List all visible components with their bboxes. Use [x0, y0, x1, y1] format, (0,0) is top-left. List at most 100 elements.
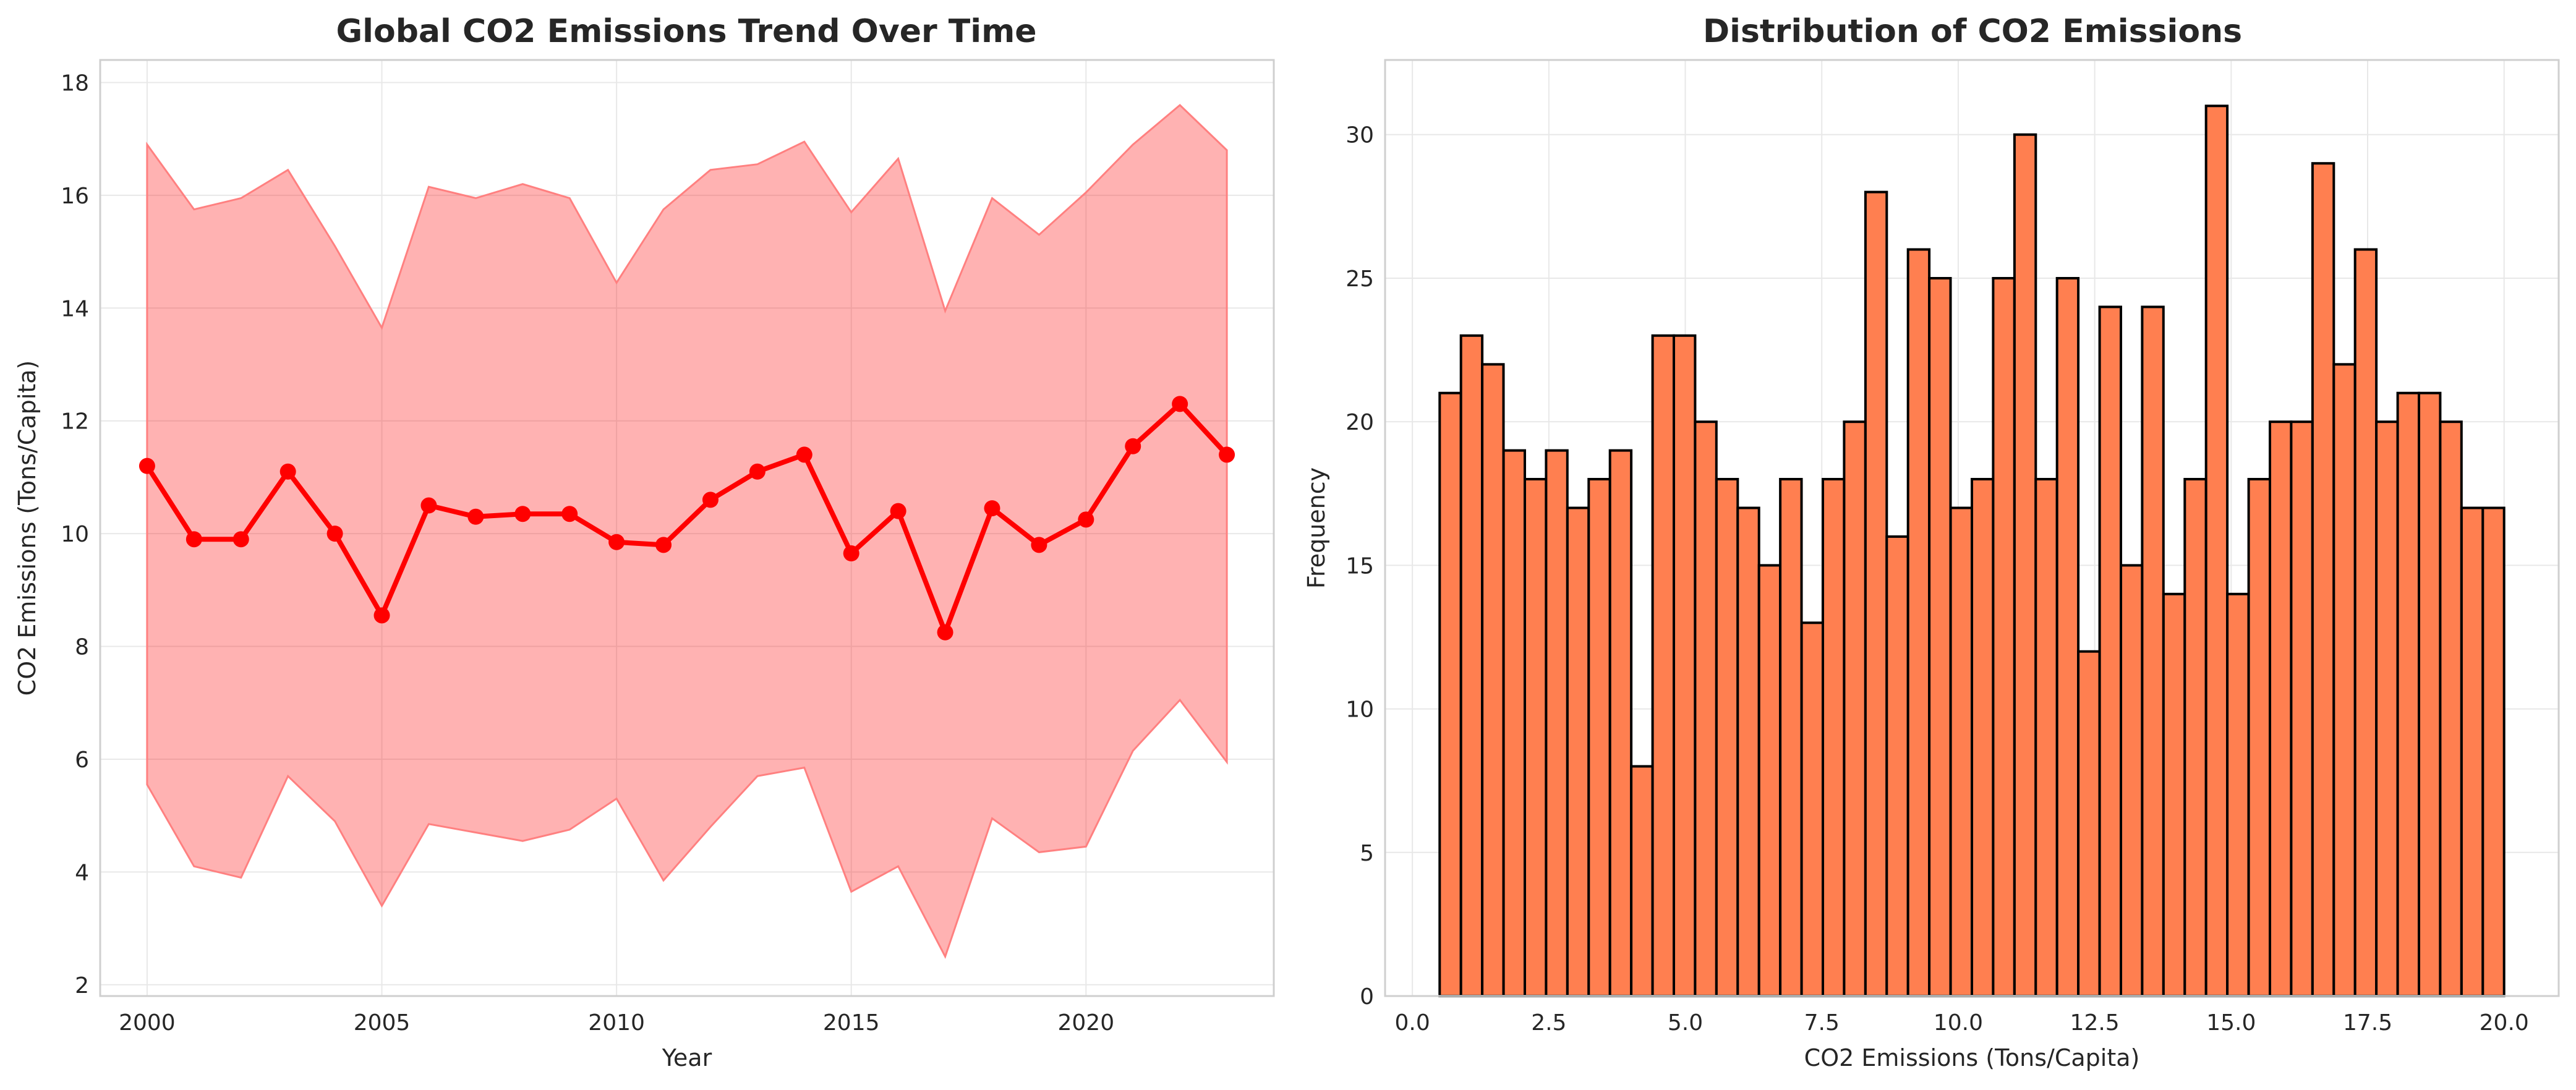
line-data-point — [1172, 396, 1188, 412]
histogram-bar — [2141, 305, 2165, 997]
line-data-point — [232, 531, 249, 548]
line-data-point — [1125, 438, 1141, 454]
histogram-bar — [1673, 334, 1697, 997]
line-data-point — [467, 508, 484, 525]
histogram-bar — [2375, 420, 2399, 997]
histogram-bar — [1715, 478, 1739, 997]
line-data-point — [561, 506, 578, 522]
histogram-bar — [1545, 449, 1569, 997]
histogram-title: Distribution of CO2 Emissions — [1703, 13, 2242, 50]
hist-x-tick-label: 0.0 — [1395, 1010, 1430, 1036]
hist-x-tick-label: 17.5 — [2343, 1010, 2392, 1036]
line-data-point — [1078, 511, 1094, 528]
histogram-bar — [2439, 420, 2463, 997]
histogram-bar — [1587, 478, 1611, 997]
hist-x-tick-label: 12.5 — [2070, 1010, 2120, 1036]
histogram-bar — [2311, 162, 2335, 998]
histogram-bar — [1736, 506, 1760, 997]
histogram-bar — [1651, 334, 1676, 997]
histogram-bar — [2226, 592, 2250, 997]
line-chart-frame — [99, 59, 1275, 997]
line-data-point — [139, 458, 155, 474]
histogram-bar — [1694, 420, 1718, 997]
histogram-bar — [2077, 650, 2101, 997]
line-data-point — [1219, 446, 1235, 463]
hist-y-tick-label: 10 — [1346, 697, 1374, 723]
histogram-bar — [1502, 449, 1527, 997]
histogram-bar — [2183, 478, 2207, 997]
histogram-bar — [1906, 248, 1931, 997]
hist-y-tick-label: 20 — [1346, 410, 1374, 435]
line-x-tick-label: 2000 — [119, 1010, 176, 1036]
line-x-tick-label: 2010 — [588, 1010, 645, 1036]
line-data-point — [373, 607, 390, 624]
line-y-tick-label: 18 — [61, 70, 89, 96]
line-data-point — [984, 500, 1000, 517]
line-data-point — [279, 463, 296, 480]
hist-y-tick-label: 15 — [1346, 553, 1374, 579]
histogram-bar — [2332, 363, 2356, 997]
hist-x-tick-label: 15.0 — [2206, 1010, 2256, 1036]
histogram-bar — [2418, 391, 2442, 997]
line-data-point — [749, 463, 766, 480]
histogram-bar — [2460, 506, 2484, 997]
histogram-bar — [2034, 478, 2058, 997]
histogram-bar — [1481, 363, 1505, 997]
line-data-point — [655, 537, 672, 553]
line-data-point — [514, 506, 531, 522]
line-chart-y-ticks: 2 4 6 8 10 12 14 16 18 — [61, 70, 89, 998]
histogram-bar — [2162, 592, 2186, 997]
line-data-point — [937, 624, 953, 641]
histogram-bar — [2290, 420, 2314, 997]
hist-x-tick-label: 20.0 — [2480, 1010, 2529, 1036]
line-chart-series-line — [145, 401, 1229, 635]
histogram-bar — [1885, 535, 1909, 997]
hist-x-tick-label: 2.5 — [1531, 1010, 1566, 1036]
line-y-tick-label: 4 — [75, 860, 89, 885]
line-data-point — [326, 526, 343, 542]
histogram-bar — [1992, 277, 2016, 997]
histogram-bar — [2247, 478, 2272, 997]
line-chart-x-ticks: 2000 2005 2010 2015 2020 — [119, 1010, 1114, 1036]
line-data-point — [843, 545, 859, 562]
histogram-y-label: Frequency — [1303, 467, 1330, 589]
histogram-bar — [1438, 391, 1462, 997]
hist-y-tick-label: 0 — [1360, 984, 1374, 1010]
histogram-bar — [2481, 506, 2506, 997]
line-data-point — [186, 531, 202, 548]
histogram-bar — [1757, 564, 1782, 997]
line-y-tick-label: 12 — [61, 409, 89, 435]
histogram-bar — [2120, 564, 2144, 997]
hist-x-tick-label: 10.0 — [1934, 1010, 1983, 1036]
histogram-bars — [1438, 104, 2506, 998]
line-chart-y-label: CO2 Emissions (Tons/Capita) — [14, 360, 41, 696]
line-data-point — [1031, 537, 1047, 553]
hist-x-tick-label: 7.5 — [1804, 1010, 1840, 1036]
histogram-bar — [2098, 305, 2123, 997]
histogram-bar — [2396, 391, 2421, 997]
line-chart-grid — [100, 60, 1274, 996]
histogram-bar — [1843, 420, 1867, 997]
histogram-bar — [1459, 334, 1484, 997]
line-y-tick-label: 16 — [61, 184, 89, 209]
histogram-bar — [1566, 506, 1590, 997]
hist-x-tick-label: 5.0 — [1668, 1010, 1703, 1036]
hist-y-tick-label: 30 — [1346, 123, 1374, 148]
histogram-bar — [1800, 621, 1825, 997]
histogram-bar — [1608, 449, 1633, 997]
histogram-bar — [1630, 765, 1654, 997]
histogram-bar — [2013, 133, 2037, 998]
histogram-panel: Distribution of CO2 Emissions 0.0 2.5 5.0 7… — [1303, 13, 2560, 1071]
line-chart-x-label: Year — [662, 1044, 712, 1071]
histogram-bar — [1822, 478, 1846, 997]
line-data-point — [796, 446, 812, 463]
histogram-bar — [2269, 420, 2293, 997]
line-chart-points — [139, 396, 1235, 641]
line-data-point — [890, 503, 906, 519]
histogram-bar — [2204, 104, 2229, 997]
histogram-bar — [1524, 478, 1548, 997]
line-chart-range-band — [146, 103, 1228, 960]
line-y-tick-label: 14 — [61, 296, 89, 321]
line-y-tick-label: 8 — [75, 635, 89, 660]
